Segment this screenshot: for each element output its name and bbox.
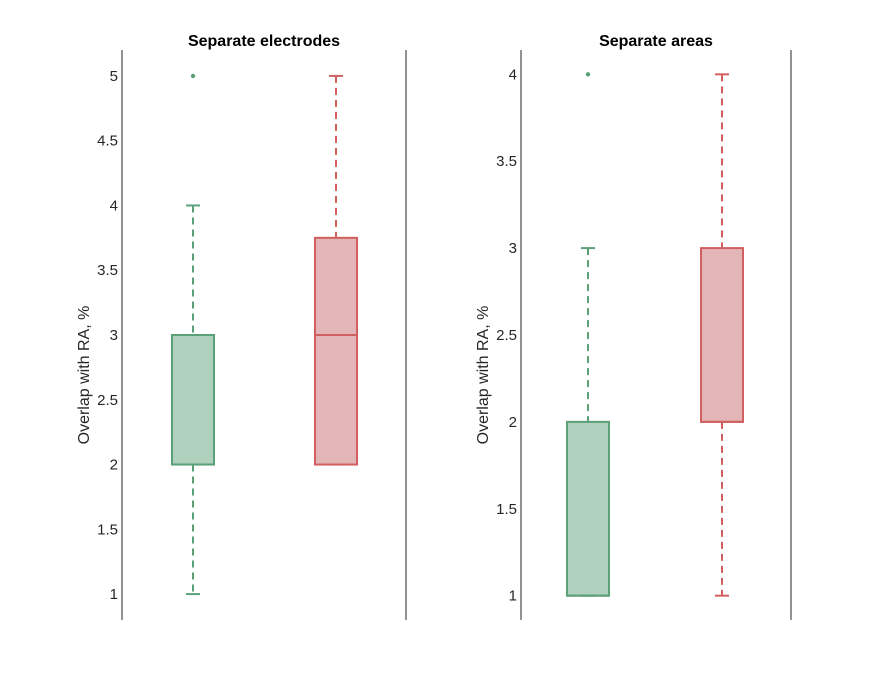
- y-tick-label: 3: [509, 240, 517, 257]
- y-tick-label: 1: [110, 586, 118, 603]
- y-tick-label: 1: [509, 588, 517, 605]
- chart-panel-2: Separate areas 1 1.5 2 2.5 3 3.5 4 Overlap with …: [475, 33, 792, 620]
- box-2: [700, 73, 744, 597]
- y-tick-label: 2.5: [496, 327, 517, 344]
- y-axis-label: Overlap with RA, %: [76, 306, 93, 445]
- y-tick-label: 4: [110, 197, 118, 214]
- box-body: [314, 236, 358, 466]
- chart-panel-1: Separate electrodes 1 1.5 2 2.5 3 3.5 4 4.5 5 Over…: [76, 33, 407, 620]
- box-2: [314, 74, 358, 466]
- box-1: [171, 73, 215, 596]
- box-body: [566, 420, 610, 597]
- chart-title: Separate electrodes: [188, 33, 340, 50]
- y-tick-label: 1.5: [97, 521, 118, 538]
- box-1: [566, 72, 610, 597]
- outlier-point: [585, 72, 591, 77]
- y-axis-label: Overlap with RA, %: [475, 306, 492, 445]
- chart-title: Separate areas: [599, 33, 713, 50]
- y-tick-label: 2: [110, 457, 118, 474]
- y-tick-label: 3: [110, 327, 118, 344]
- y-tick-label: 5: [110, 68, 118, 85]
- outlier-point: [190, 73, 196, 79]
- box-body: [700, 247, 744, 423]
- box-body: [171, 334, 215, 466]
- y-tick-label: 4: [509, 66, 517, 83]
- y-tick-label: 2: [509, 414, 517, 431]
- y-tick-label: 4.5: [97, 133, 118, 150]
- y-tick-label: 3.5: [97, 262, 118, 279]
- y-tick-label: 2.5: [97, 392, 118, 409]
- y-tick-label: 3.5: [496, 153, 517, 170]
- y-tick-label: 1.5: [496, 501, 517, 518]
